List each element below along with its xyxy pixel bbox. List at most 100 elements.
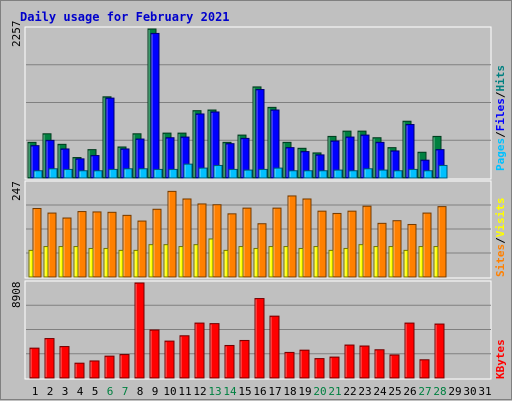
x-tick-label: 23 xyxy=(358,385,371,398)
bar-sites-day-18 xyxy=(283,246,289,278)
bar-sites-day-25 xyxy=(388,246,394,278)
bar-pages-day-2 xyxy=(48,168,58,179)
bar-sites-day-2 xyxy=(43,246,49,278)
x-tick-label: 14 xyxy=(223,385,237,398)
bar-kbytes-day-27 xyxy=(419,359,430,379)
bar-sites-day-15 xyxy=(238,246,244,278)
bar-sites-day-7 xyxy=(118,249,124,278)
panel-kbytes-legend: KBytes xyxy=(494,339,507,379)
bar-kbytes-day-13 xyxy=(209,323,220,379)
bar-sites-day-10 xyxy=(163,244,169,278)
bar-visits-day-11 xyxy=(182,198,192,278)
bar-pages-day-19 xyxy=(303,170,313,179)
panel-visits-sites-bars xyxy=(28,190,447,278)
legend-separator: / xyxy=(494,91,507,98)
bar-pages-day-21 xyxy=(333,169,343,179)
bar-pages-day-6 xyxy=(108,168,118,179)
bar-pages-day-1 xyxy=(33,170,43,179)
bar-pages-day-27 xyxy=(423,170,433,179)
bar-pages-day-13 xyxy=(213,164,223,179)
bar-kbytes-day-5 xyxy=(89,360,100,379)
bar-sites-day-20 xyxy=(313,246,319,278)
bar-kbytes-day-24 xyxy=(374,349,385,379)
bar-kbytes-day-12 xyxy=(194,322,205,379)
bar-pages-day-11 xyxy=(183,163,193,179)
bar-kbytes-day-8 xyxy=(134,282,145,379)
x-tick-label: 25 xyxy=(388,385,401,398)
bar-pages-day-17 xyxy=(273,167,283,179)
bar-sites-day-4 xyxy=(73,246,79,278)
bar-visits-day-15 xyxy=(242,207,252,278)
bar-sites-day-8 xyxy=(133,249,139,278)
x-tick-label: 8 xyxy=(137,385,144,398)
legend-pages: Pages xyxy=(494,138,507,171)
bar-kbytes-day-14 xyxy=(224,344,235,379)
bar-visits-day-2 xyxy=(47,212,57,278)
bar-sites-day-21 xyxy=(328,249,334,278)
bar-visits-day-21 xyxy=(332,212,342,278)
bar-kbytes-day-1 xyxy=(29,347,40,379)
bar-files-day-6 xyxy=(105,97,115,179)
bar-sites-day-28 xyxy=(433,246,439,278)
bar-pages-day-9 xyxy=(153,168,163,179)
legend-visits: Visits xyxy=(494,198,507,238)
x-tick-label: 9 xyxy=(152,385,159,398)
bar-kbytes-day-18 xyxy=(284,351,295,379)
x-tick-label: 3 xyxy=(62,385,69,398)
x-tick-label: 19 xyxy=(298,385,311,398)
x-tick-label: 12 xyxy=(193,385,206,398)
x-tick-label: 28 xyxy=(433,385,446,398)
bar-visits-day-28 xyxy=(437,206,447,278)
bar-pages-day-26 xyxy=(408,168,418,179)
bar-pages-day-5 xyxy=(93,170,103,179)
legend-kbytes: KBytes xyxy=(494,339,507,379)
bar-sites-day-23 xyxy=(358,244,364,278)
bar-kbytes-day-11 xyxy=(179,335,190,379)
bar-pages-day-10 xyxy=(168,168,178,179)
x-tick-label: 17 xyxy=(268,385,281,398)
bar-kbytes-day-2 xyxy=(44,338,55,379)
bar-sites-day-19 xyxy=(298,247,304,278)
panel-kbytes-ymax: 8908 xyxy=(10,282,23,309)
bar-kbytes-day-17 xyxy=(269,315,280,379)
x-tick-label: 1 xyxy=(32,385,39,398)
bar-sites-day-22 xyxy=(343,247,349,278)
panel-hits-files-pages-ymax: 2257 xyxy=(10,21,23,48)
bar-kbytes-day-4 xyxy=(74,362,85,379)
panel-hits-files-pages-legend: Pages/Files/Hits xyxy=(494,65,507,171)
bar-kbytes-day-26 xyxy=(404,322,415,379)
x-tick-label: 22 xyxy=(343,385,356,398)
x-tick-label: 15 xyxy=(238,385,251,398)
bar-sites-day-13 xyxy=(208,238,214,278)
legend-files: Files xyxy=(494,98,507,131)
bar-sites-day-9 xyxy=(148,244,154,278)
bar-kbytes-day-28 xyxy=(434,323,445,379)
bar-kbytes-day-16 xyxy=(254,298,265,379)
legend-separator: / xyxy=(494,131,507,138)
bar-visits-day-3 xyxy=(62,217,72,278)
bar-kbytes-day-23 xyxy=(359,345,370,379)
x-tick-label: 21 xyxy=(328,385,341,398)
bar-visits-day-4 xyxy=(77,211,87,278)
bar-pages-day-18 xyxy=(288,170,298,179)
bar-visits-day-26 xyxy=(407,223,417,278)
bar-visits-day-19 xyxy=(302,198,312,278)
bar-kbytes-day-25 xyxy=(389,354,400,379)
bar-kbytes-day-10 xyxy=(164,340,175,379)
bar-kbytes-day-20 xyxy=(314,358,325,379)
bar-visits-day-7 xyxy=(122,214,132,278)
x-tick-label: 4 xyxy=(77,385,84,398)
bar-files-day-9 xyxy=(150,32,160,179)
x-tick-label: 27 xyxy=(418,385,431,398)
bar-visits-day-13 xyxy=(212,204,222,278)
x-axis-day-labels: 1 2 3 4 5 6 7 8 9 10 11 12 13 14 15 16 17 18 19 20 21 22 23 24 2… xyxy=(32,385,492,398)
bar-pages-day-14 xyxy=(228,168,238,179)
bar-sites-day-24 xyxy=(373,246,379,278)
bar-kbytes-day-9 xyxy=(149,329,160,379)
bar-kbytes-day-7 xyxy=(119,354,130,379)
bar-visits-day-14 xyxy=(227,213,237,278)
x-tick-label: 29 xyxy=(448,385,461,398)
bar-sites-day-17 xyxy=(268,246,274,278)
bar-pages-day-28 xyxy=(438,164,448,179)
bar-pages-day-4 xyxy=(78,170,88,179)
